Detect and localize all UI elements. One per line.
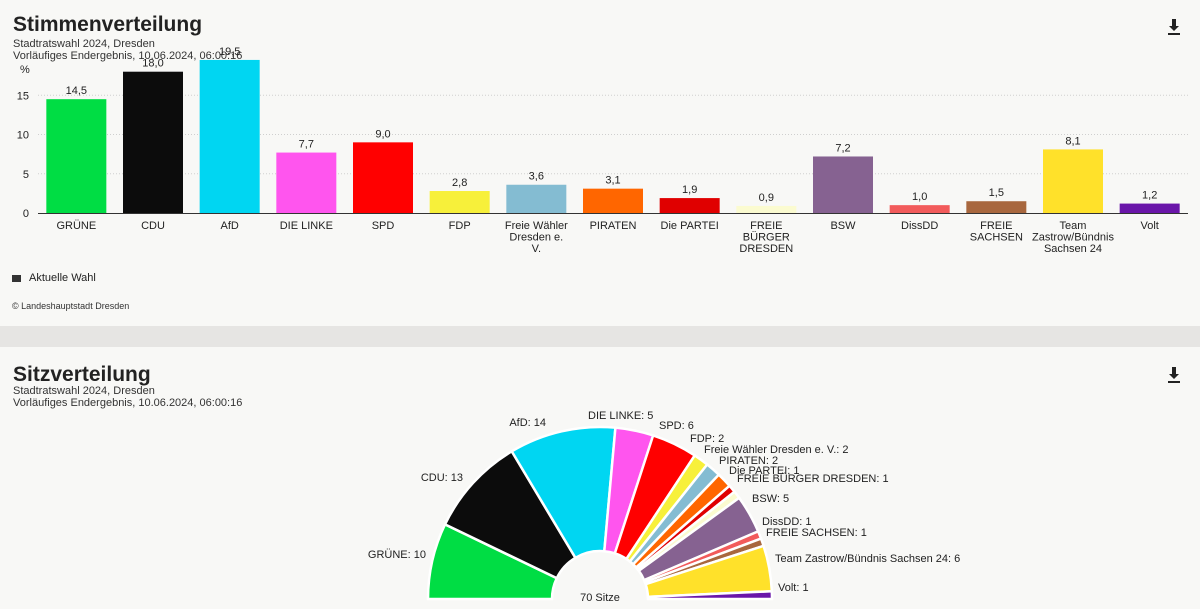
category-label: DIE LINKE — [280, 220, 333, 232]
bar — [1043, 149, 1103, 213]
bar-value-label: 1,2 — [1142, 190, 1157, 202]
slice-label: FREIE BÜRGER DRESDEN: 1 — [737, 473, 889, 485]
slice-label: Team Zastrow/Bündnis Sachsen 24: 6 — [775, 553, 960, 565]
category-label: Dresden e. — [509, 232, 563, 244]
y-tick-label: 0 — [23, 208, 29, 220]
vote-subtitle-election: Stadtratswahl 2024, Dresden — [13, 38, 155, 50]
center-label: 70 Sitze — [580, 592, 620, 604]
bar-value-label: 1,5 — [989, 187, 1004, 199]
category-label: Freie Wähler — [505, 220, 568, 232]
bar — [813, 156, 873, 213]
category-label: SPD — [372, 220, 395, 232]
category-label: DissDD — [901, 220, 938, 232]
slice-label: Die PARTEI: 1 — [729, 465, 800, 477]
seat-slice — [646, 589, 774, 601]
category-label: CDU — [141, 220, 165, 232]
slice-label: Freie Wähler Dresden e. V.: 2 — [704, 444, 849, 456]
category-label: FREIE — [980, 220, 1012, 232]
bar-value-label: 8,1 — [1065, 135, 1080, 147]
bar — [659, 198, 720, 213]
bar — [506, 184, 567, 213]
y-axis-label: % — [20, 64, 30, 76]
section-divider — [0, 326, 1200, 347]
bar — [276, 152, 337, 213]
legend-swatch[interactable] — [12, 275, 21, 282]
bar-value-label: 7,2 — [835, 142, 850, 154]
bar — [123, 71, 183, 213]
y-tick-label: 5 — [23, 169, 29, 181]
download-icon[interactable] — [1166, 18, 1182, 36]
category-label: FDP — [449, 220, 471, 232]
bar-value-label: 19,5 — [219, 46, 240, 58]
bar-value-label: 3,1 — [605, 175, 620, 187]
seat-slice — [443, 449, 578, 580]
slice-label: GRÜNE: 10 — [368, 549, 426, 561]
category-label: AfD — [220, 220, 238, 232]
category-label: FREIE — [750, 220, 782, 232]
bar-value-label: 3,6 — [529, 171, 544, 183]
copyright: © Landeshauptstadt Dresden — [12, 301, 130, 311]
category-label: Volt — [1140, 220, 1158, 232]
vote-subtitle-status: Vorläufiges Endergebnis, 10.06.2024, 06:… — [13, 50, 243, 62]
legend-label[interactable]: Aktuelle Wahl — [29, 272, 96, 284]
bar — [966, 201, 1027, 213]
slice-label: DissDD: 1 — [762, 516, 812, 528]
slice-label: CDU: 13 — [421, 472, 463, 484]
bar — [429, 191, 490, 213]
slice-label: Volt: 1 — [778, 582, 809, 594]
y-tick-label: 10 — [17, 130, 29, 142]
bar — [46, 99, 107, 213]
slice-label: AfD: 14 — [509, 417, 546, 429]
bar — [889, 205, 950, 213]
bar — [736, 205, 797, 213]
bar — [353, 142, 413, 213]
vote-bar-chart: 0 5 10 15% 14,5 GRÜNE 18,0 CDU 19,5 AfD 7,7 DIE LIN… — [17, 46, 1188, 255]
vote-title: Stimmenverteilung — [13, 13, 203, 36]
seat-subtitle-election: Stadtratswahl 2024, Dresden — [13, 385, 155, 397]
download-icon[interactable] — [1166, 366, 1182, 384]
category-label: BSW — [830, 220, 856, 232]
bar — [199, 59, 260, 213]
category-label: Die PARTEI — [661, 220, 719, 232]
category-label: V. — [532, 243, 541, 255]
bar-value-label: 18,0 — [142, 58, 163, 70]
slice-label: PIRATEN: 2 — [719, 455, 778, 467]
category-label: Zastrow/Bündnis — [1032, 232, 1114, 244]
category-label: DRESDEN — [739, 243, 793, 255]
slice-label: BSW: 5 — [752, 493, 789, 505]
seat-subtitle-status: Vorläufiges Endergebnis, 10.06.2024, 06:… — [13, 397, 243, 409]
category-label: PIRATEN — [590, 220, 637, 232]
bar-value-label: 14,5 — [66, 85, 87, 97]
category-label: GRÜNE — [56, 220, 96, 232]
vote-panel: Stimmenverteilung Stadtratswahl 2024, Dr… — [12, 13, 1188, 311]
bar-value-label: 2,8 — [452, 177, 467, 189]
slice-label: FDP: 2 — [690, 433, 724, 445]
y-tick-label: 15 — [17, 90, 29, 102]
bar-value-label: 7,7 — [299, 139, 314, 151]
slice-label: SPD: 6 — [659, 420, 694, 432]
bar-value-label: 1,9 — [682, 184, 697, 196]
category-label: BÜRGER — [743, 232, 790, 244]
bar — [1119, 203, 1180, 213]
category-label: Team — [1060, 220, 1087, 232]
slice-label: FREIE SACHSEN: 1 — [766, 527, 867, 539]
seat-panel: Sitzverteilung Stadtratswahl 2024, Dresd… — [0, 347, 1200, 609]
bar-value-label: 9,0 — [375, 128, 390, 140]
slice-label: DIE LINKE: 5 — [588, 410, 653, 422]
bar-value-label: 1,0 — [912, 191, 927, 203]
seat-title: Sitzverteilung — [13, 363, 151, 386]
bar — [583, 188, 643, 213]
category-label: SACHSEN — [970, 232, 1023, 244]
seat-semicircle-chart: GRÜNE: 10 CDU: 13 AfD: 14 DIE LINKE: 5 SPD: … — [368, 410, 960, 604]
bar-value-label: 0,9 — [759, 192, 774, 204]
category-label: Sachsen 24 — [1044, 243, 1102, 255]
